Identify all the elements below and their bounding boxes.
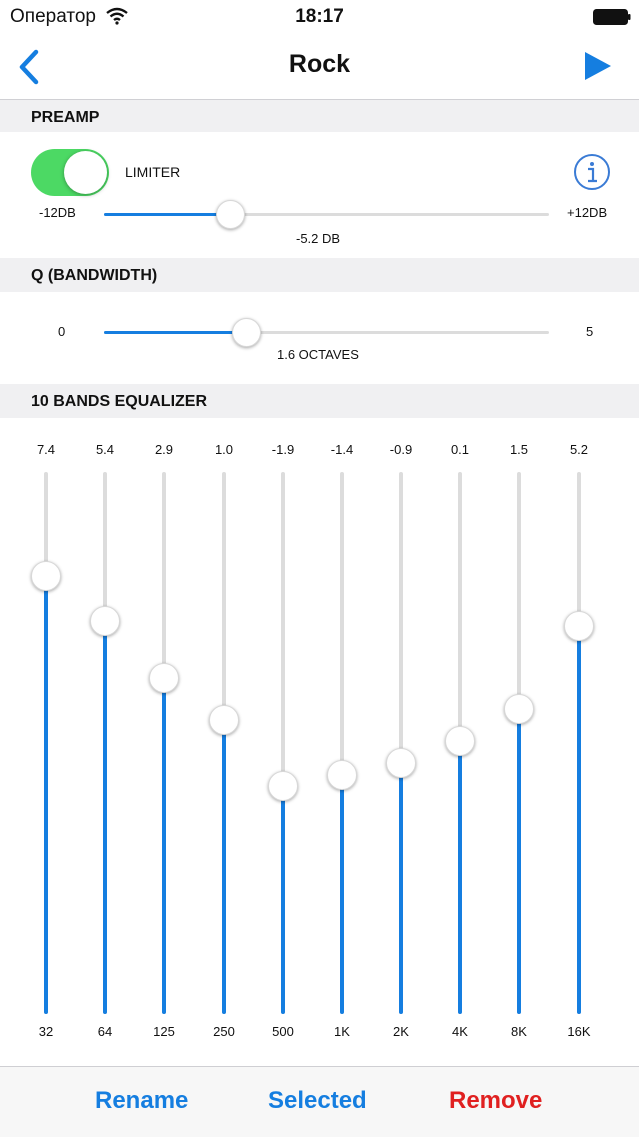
eq-band-thumb[interactable] (504, 694, 534, 725)
eq-band-frequency: 500 (272, 1024, 294, 1039)
status-bar: Оператор 18:17 (0, 0, 639, 34)
eq-band-fill (517, 709, 521, 1014)
q-slider-fill (104, 331, 247, 334)
limiter-toggle-knob (64, 151, 107, 194)
eq-band-track[interactable] (399, 472, 403, 1014)
eq-band-thumb[interactable] (564, 610, 594, 641)
eq-band: 0.1 4K (430, 440, 490, 1050)
eq-band-fill (281, 785, 285, 1014)
eq-band-fill (340, 774, 344, 1014)
preamp-header-label: PREAMP (31, 109, 100, 126)
back-button[interactable] (14, 48, 46, 86)
limiter-label: LIMITER (125, 164, 181, 180)
eq-band-fill (222, 720, 226, 1014)
info-icon[interactable] (573, 153, 611, 191)
eq-band-fill (458, 740, 462, 1014)
battery-icon (593, 9, 631, 25)
eq-band-thumb[interactable] (209, 705, 239, 736)
q-slider-track[interactable] (104, 331, 549, 334)
eq-band-frequency: 250 (213, 1024, 235, 1039)
eq-band-value: -0.9 (389, 442, 413, 457)
bottom-toolbar: Rename Selected Remove (0, 1066, 639, 1137)
eq-band-thumb[interactable] (268, 770, 298, 801)
eq-band-fill (44, 575, 48, 1014)
eq-band: 1.0 250 (194, 440, 254, 1050)
equalizer-header-label: 10 BANDS EQUALIZER (31, 393, 208, 410)
eq-band-frequency: 16K (567, 1024, 591, 1039)
q-bandwidth-header: Q (BANDWIDTH) (0, 258, 639, 292)
eq-band-fill (577, 625, 581, 1014)
wifi-icon (106, 7, 128, 25)
eq-band-thumb[interactable] (90, 606, 120, 637)
preamp-slider-thumb[interactable] (216, 200, 246, 229)
eq-band-fill (103, 621, 107, 1014)
eq-band-value: 1.0 (214, 442, 234, 457)
eq-band-frequency: 2K (393, 1024, 409, 1039)
eq-band-frequency: 1K (334, 1024, 350, 1039)
eq-band-frequency: 8K (511, 1024, 527, 1039)
preamp-value-label: -5.2 DB (296, 231, 341, 246)
page-title: Rock (288, 50, 351, 78)
eq-band: 7.4 32 (16, 440, 76, 1050)
play-button[interactable] (583, 50, 613, 82)
selected-button[interactable]: Selected (268, 1087, 367, 1114)
rename-button[interactable]: Rename (95, 1087, 189, 1114)
remove-button[interactable]: Remove (449, 1087, 543, 1114)
limiter-toggle[interactable] (31, 149, 109, 196)
eq-band-track[interactable] (281, 472, 285, 1014)
eq-band-frequency: 125 (153, 1024, 175, 1039)
eq-band: 5.2 16K (549, 440, 609, 1050)
preamp-slider-fill (104, 213, 231, 216)
q-value-label: 1.6 OCTAVES (277, 347, 359, 362)
q-bandwidth-header-label: Q (BANDWIDTH) (31, 267, 158, 284)
eq-band-thumb[interactable] (31, 560, 61, 591)
carrier-label: Оператор (10, 6, 96, 27)
eq-band: -0.9 2K (371, 440, 431, 1050)
eq-band-fill (399, 763, 403, 1014)
navigation-bar: Rock (0, 34, 639, 100)
eq-band-value: 1.5 (509, 442, 529, 457)
eq-band-thumb[interactable] (149, 662, 179, 693)
eq-band-thumb[interactable] (386, 748, 416, 779)
clock: 18:17 (295, 6, 344, 27)
eq-band-thumb[interactable] (327, 759, 357, 790)
eq-band: 2.9 125 (134, 440, 194, 1050)
preamp-max-label: +12DB (567, 205, 608, 220)
eq-band-value: 2.9 (154, 442, 174, 457)
q-slider-thumb[interactable] (232, 318, 262, 347)
eq-band-value: 5.2 (569, 442, 589, 457)
eq-band: -1.4 1K (312, 440, 372, 1050)
eq-band-fill (162, 677, 166, 1014)
preamp-header: PREAMP (0, 100, 639, 132)
eq-band-value: 5.4 (95, 442, 115, 457)
q-max-label: 5 (586, 324, 594, 339)
eq-band: 5.4 64 (75, 440, 135, 1050)
eq-band-frequency: 32 (38, 1024, 54, 1039)
eq-band-track[interactable] (340, 472, 344, 1014)
eq-band-value: -1.9 (271, 442, 295, 457)
equalizer-header: 10 BANDS EQUALIZER (0, 384, 639, 418)
eq-band: -1.9 500 (253, 440, 313, 1050)
eq-band-frequency: 64 (97, 1024, 113, 1039)
q-min-label: 0 (58, 324, 66, 339)
eq-band-frequency: 4K (452, 1024, 468, 1039)
eq-band-value: 0.1 (450, 442, 470, 457)
eq-band-thumb[interactable] (445, 725, 475, 756)
eq-band-value: -1.4 (330, 442, 354, 457)
eq-band-value: 7.4 (36, 442, 56, 457)
eq-band: 1.5 8K (489, 440, 549, 1050)
preamp-min-label: -12DB (39, 205, 76, 220)
preamp-slider-track[interactable] (104, 213, 549, 216)
